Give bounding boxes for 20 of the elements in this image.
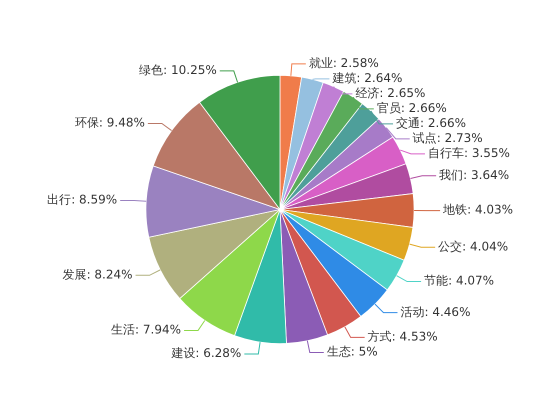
slice-label: 生态: 5% bbox=[326, 344, 378, 359]
slice-label: 交通: 2.66% bbox=[396, 116, 466, 130]
slice-label: 官员: 2.66% bbox=[376, 101, 447, 116]
slice-label: 经济: 2.65% bbox=[355, 86, 426, 100]
slice-label: 环保: 9.48% bbox=[74, 116, 145, 130]
slice-label: 我们: 3.64% bbox=[439, 168, 510, 182]
slice-label: 就业: 2.58% bbox=[308, 56, 379, 70]
slice-label: 绿色: 10.25% bbox=[139, 63, 217, 78]
slice-label: 节能: 4.07% bbox=[424, 274, 494, 288]
slice-label: 试点: 2.73% bbox=[412, 131, 483, 146]
slice-label: 公交: 4.04% bbox=[438, 239, 508, 254]
slice-label: 活动: 4.46% bbox=[400, 304, 470, 319]
slice-label: 出行: 8.59% bbox=[47, 192, 118, 207]
slice-label: 生活: 7.94% bbox=[111, 322, 182, 337]
slice-label: 地铁: 4.03% bbox=[442, 202, 514, 217]
slice-label: 建设: 6.28% bbox=[170, 346, 242, 360]
slice-label: 自行车: 3.55% bbox=[428, 146, 510, 160]
slice-label: 发展: 8.24% bbox=[62, 267, 133, 282]
slice-label: 建筑: 2.64% bbox=[331, 71, 402, 86]
slice-label: 方式: 4.53% bbox=[368, 330, 438, 344]
